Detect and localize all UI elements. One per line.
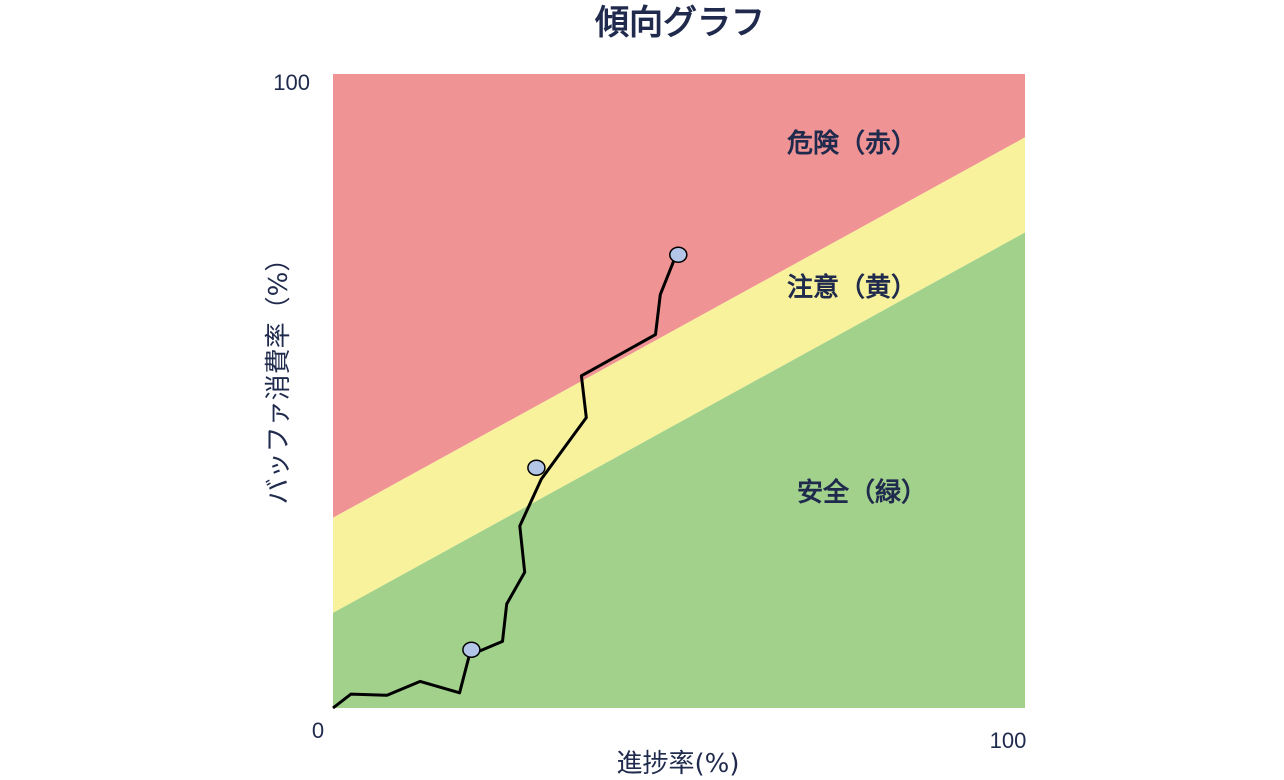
zones-layer bbox=[333, 74, 1025, 708]
y-tick-label-top: 100 bbox=[273, 70, 310, 95]
data-point-marker-2 bbox=[669, 246, 688, 263]
x-tick-label-origin: 0 bbox=[312, 718, 324, 743]
trend-line-0 bbox=[332, 254, 678, 710]
zone-label-safe: 安全（緑） bbox=[797, 477, 927, 508]
zone-label-caution: 注意（黄） bbox=[787, 272, 917, 303]
series-layer bbox=[332, 254, 678, 710]
data-point-marker-1 bbox=[527, 459, 546, 476]
x-axis-label: 進捗率(%) bbox=[617, 749, 740, 779]
data-point-marker-0 bbox=[462, 641, 481, 658]
zone-danger bbox=[333, 74, 1025, 518]
y-axis-label: バッファ消費率（%） bbox=[264, 246, 294, 505]
chart-title: 傾向グラフ bbox=[594, 3, 765, 43]
x-tick-label-max: 100 bbox=[990, 728, 1027, 753]
markers-layer bbox=[462, 246, 688, 658]
zone-safe bbox=[333, 232, 1025, 708]
zone-caution bbox=[333, 137, 1025, 613]
zone-label-danger: 危険（赤） bbox=[787, 128, 917, 159]
